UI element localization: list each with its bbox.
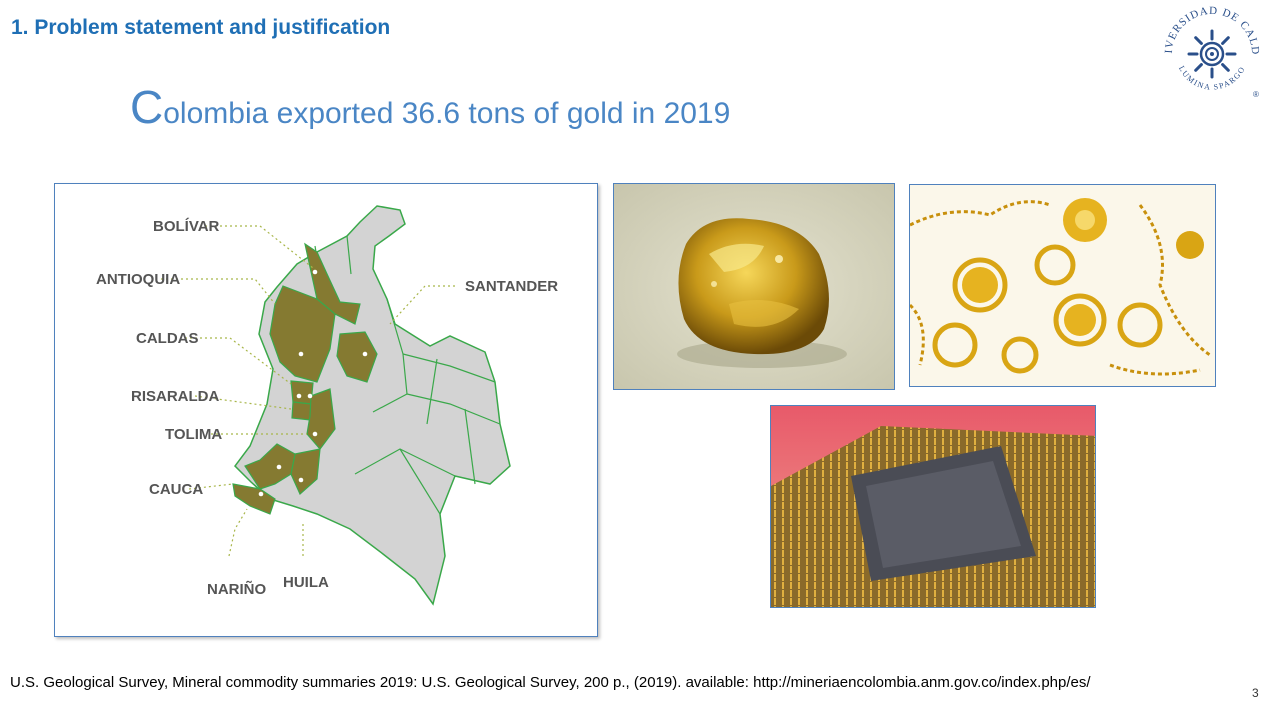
registered-mark: ® bbox=[1253, 90, 1259, 99]
sun-spiral-icon bbox=[1187, 29, 1237, 79]
label-huila: HUILA bbox=[283, 574, 329, 591]
university-logo: UNIVERSIDAD DE CALDAS LUMINA SPARGO ® bbox=[1153, 0, 1267, 102]
gold-markers bbox=[258, 269, 368, 497]
label-bolivar: BOLÍVAR bbox=[153, 218, 220, 235]
section-title: 1. Problem statement and justification bbox=[11, 16, 391, 39]
department-borders bbox=[314, 235, 501, 515]
citation: U.S. Geological Survey, Mineral commodit… bbox=[10, 674, 1091, 691]
slide-title: Colombia exported 36.6 tons of gold in 2… bbox=[130, 80, 730, 134]
label-risaralda: RISARALDA bbox=[131, 388, 219, 405]
colombia-map-shape bbox=[234, 205, 511, 606]
gold-jewelry-image bbox=[909, 184, 1216, 387]
slide-title-initial: C bbox=[130, 81, 164, 133]
label-antioquia: ANTIOQUIA bbox=[96, 271, 180, 288]
slide-number: 3 bbox=[1252, 686, 1259, 700]
region-antioquia bbox=[269, 285, 336, 383]
slide-title-rest: olombia exported 36.6 tons of gold in 20… bbox=[163, 97, 731, 130]
region-caldas bbox=[290, 380, 314, 405]
region-risaralda bbox=[291, 401, 312, 421]
colombia-gold-map: BOLÍVAR ANTIOQUIA CALDAS RISARALDA TOLIM… bbox=[54, 183, 598, 637]
region-cauca bbox=[244, 443, 296, 490]
label-santander: SANTANDER bbox=[465, 278, 558, 295]
label-narino: NARIÑO bbox=[207, 580, 266, 598]
gold-departments bbox=[232, 242, 378, 515]
label-cauca: CAUCA bbox=[149, 481, 203, 498]
gold-nugget-image bbox=[613, 183, 895, 390]
region-narino bbox=[232, 483, 276, 515]
cpu-gold-pins-image bbox=[770, 405, 1096, 608]
label-caldas: CALDAS bbox=[136, 330, 199, 347]
region-santander bbox=[336, 331, 378, 383]
leader-lines bbox=[161, 225, 455, 557]
label-tolima: TOLIMA bbox=[165, 426, 222, 443]
